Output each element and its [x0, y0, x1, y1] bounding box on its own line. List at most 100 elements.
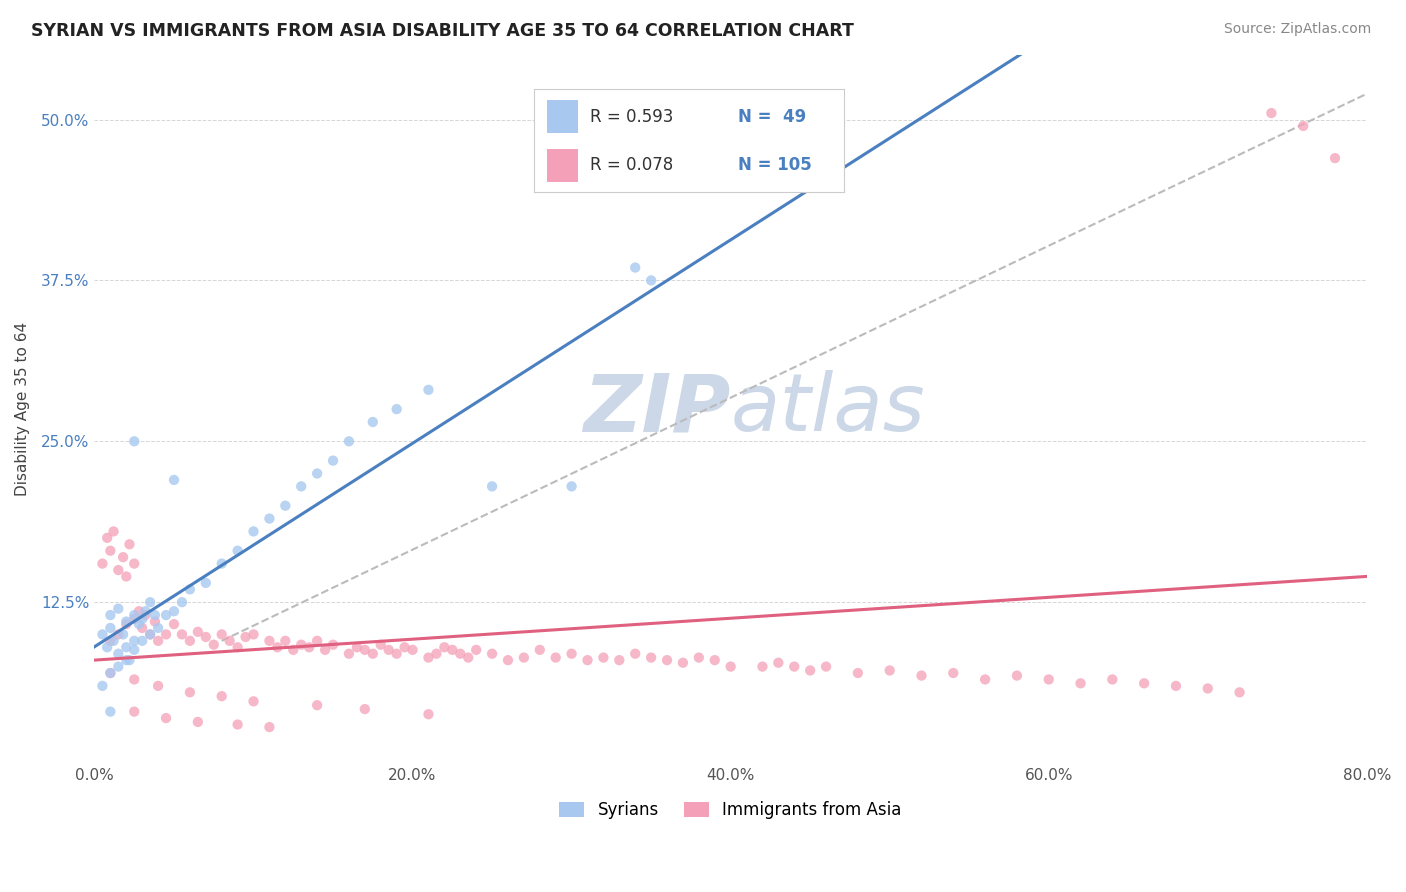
Point	[163, 617, 186, 632]
Point	[377, 643, 399, 657]
Text: SYRIAN VS IMMIGRANTS FROM ASIA DISABILITY AGE 35 TO 64 CORRELATION CHART: SYRIAN VS IMMIGRANTS FROM ASIA DISABILIT…	[31, 22, 853, 40]
Point	[115, 640, 138, 655]
Point	[226, 543, 249, 558]
Point	[1229, 685, 1251, 699]
Point	[879, 664, 901, 678]
Point	[307, 467, 329, 481]
Point	[139, 595, 162, 609]
Point	[118, 537, 141, 551]
Point	[112, 627, 135, 641]
Point	[974, 673, 997, 687]
Point	[187, 624, 209, 639]
Point	[592, 650, 614, 665]
Point	[1038, 673, 1060, 687]
Point	[122, 705, 145, 719]
Point	[143, 615, 166, 629]
Legend: Syrians, Immigrants from Asia: Syrians, Immigrants from Asia	[553, 794, 908, 826]
Point	[218, 633, 240, 648]
Point	[100, 705, 122, 719]
Point	[751, 659, 773, 673]
Point	[115, 569, 138, 583]
Point	[107, 601, 129, 615]
Point	[131, 621, 153, 635]
Point	[1005, 668, 1028, 682]
Point	[274, 499, 297, 513]
Point	[298, 640, 321, 655]
Point	[259, 720, 281, 734]
Point	[799, 664, 821, 678]
Point	[322, 638, 344, 652]
Point	[91, 557, 114, 571]
Point	[131, 633, 153, 648]
Point	[91, 627, 114, 641]
Text: N =  49: N = 49	[738, 108, 807, 126]
Point	[235, 630, 257, 644]
Point	[441, 643, 464, 657]
Point	[170, 627, 193, 641]
Point	[128, 617, 150, 632]
Point	[703, 653, 725, 667]
Point	[107, 563, 129, 577]
Point	[187, 714, 209, 729]
Point	[107, 659, 129, 673]
Point	[146, 621, 169, 635]
Point	[100, 633, 122, 648]
FancyBboxPatch shape	[547, 101, 578, 133]
Point	[134, 604, 156, 618]
Point	[242, 524, 264, 539]
Point	[496, 653, 519, 667]
Point	[561, 479, 583, 493]
Point	[1133, 676, 1156, 690]
Point	[1324, 151, 1347, 165]
Point	[465, 643, 488, 657]
Point	[170, 595, 193, 609]
Point	[910, 668, 932, 682]
FancyBboxPatch shape	[547, 149, 578, 181]
Point	[146, 633, 169, 648]
Point	[100, 666, 122, 681]
Point	[103, 524, 125, 539]
Point	[290, 479, 312, 493]
Point	[942, 666, 965, 681]
Point	[112, 550, 135, 565]
Point	[155, 608, 177, 623]
Point	[672, 656, 695, 670]
Point	[194, 575, 217, 590]
Point	[307, 633, 329, 648]
Point	[655, 653, 678, 667]
Text: R = 0.593: R = 0.593	[591, 108, 673, 126]
Point	[337, 434, 360, 449]
Point	[139, 627, 162, 641]
Point	[361, 415, 384, 429]
Point	[640, 273, 662, 287]
Y-axis label: Disability Age 35 to 64: Disability Age 35 to 64	[15, 322, 30, 496]
Point	[783, 659, 806, 673]
Point	[449, 647, 471, 661]
Point	[118, 653, 141, 667]
Point	[266, 640, 288, 655]
Point	[337, 647, 360, 661]
Point	[128, 604, 150, 618]
Point	[322, 453, 344, 467]
Point	[370, 638, 392, 652]
Point	[385, 647, 408, 661]
Point	[139, 627, 162, 641]
Point	[481, 479, 503, 493]
Point	[179, 582, 201, 597]
Point	[226, 717, 249, 731]
Point	[179, 633, 201, 648]
Point	[155, 711, 177, 725]
Point	[353, 643, 375, 657]
Point	[134, 608, 156, 623]
Point	[211, 689, 233, 703]
Point	[122, 643, 145, 657]
Point	[720, 659, 742, 673]
Point	[163, 473, 186, 487]
Point	[418, 707, 440, 722]
Point	[576, 653, 599, 667]
Point	[1070, 676, 1092, 690]
Point	[418, 650, 440, 665]
Point	[122, 608, 145, 623]
Point	[194, 630, 217, 644]
Text: Source: ZipAtlas.com: Source: ZipAtlas.com	[1223, 22, 1371, 37]
